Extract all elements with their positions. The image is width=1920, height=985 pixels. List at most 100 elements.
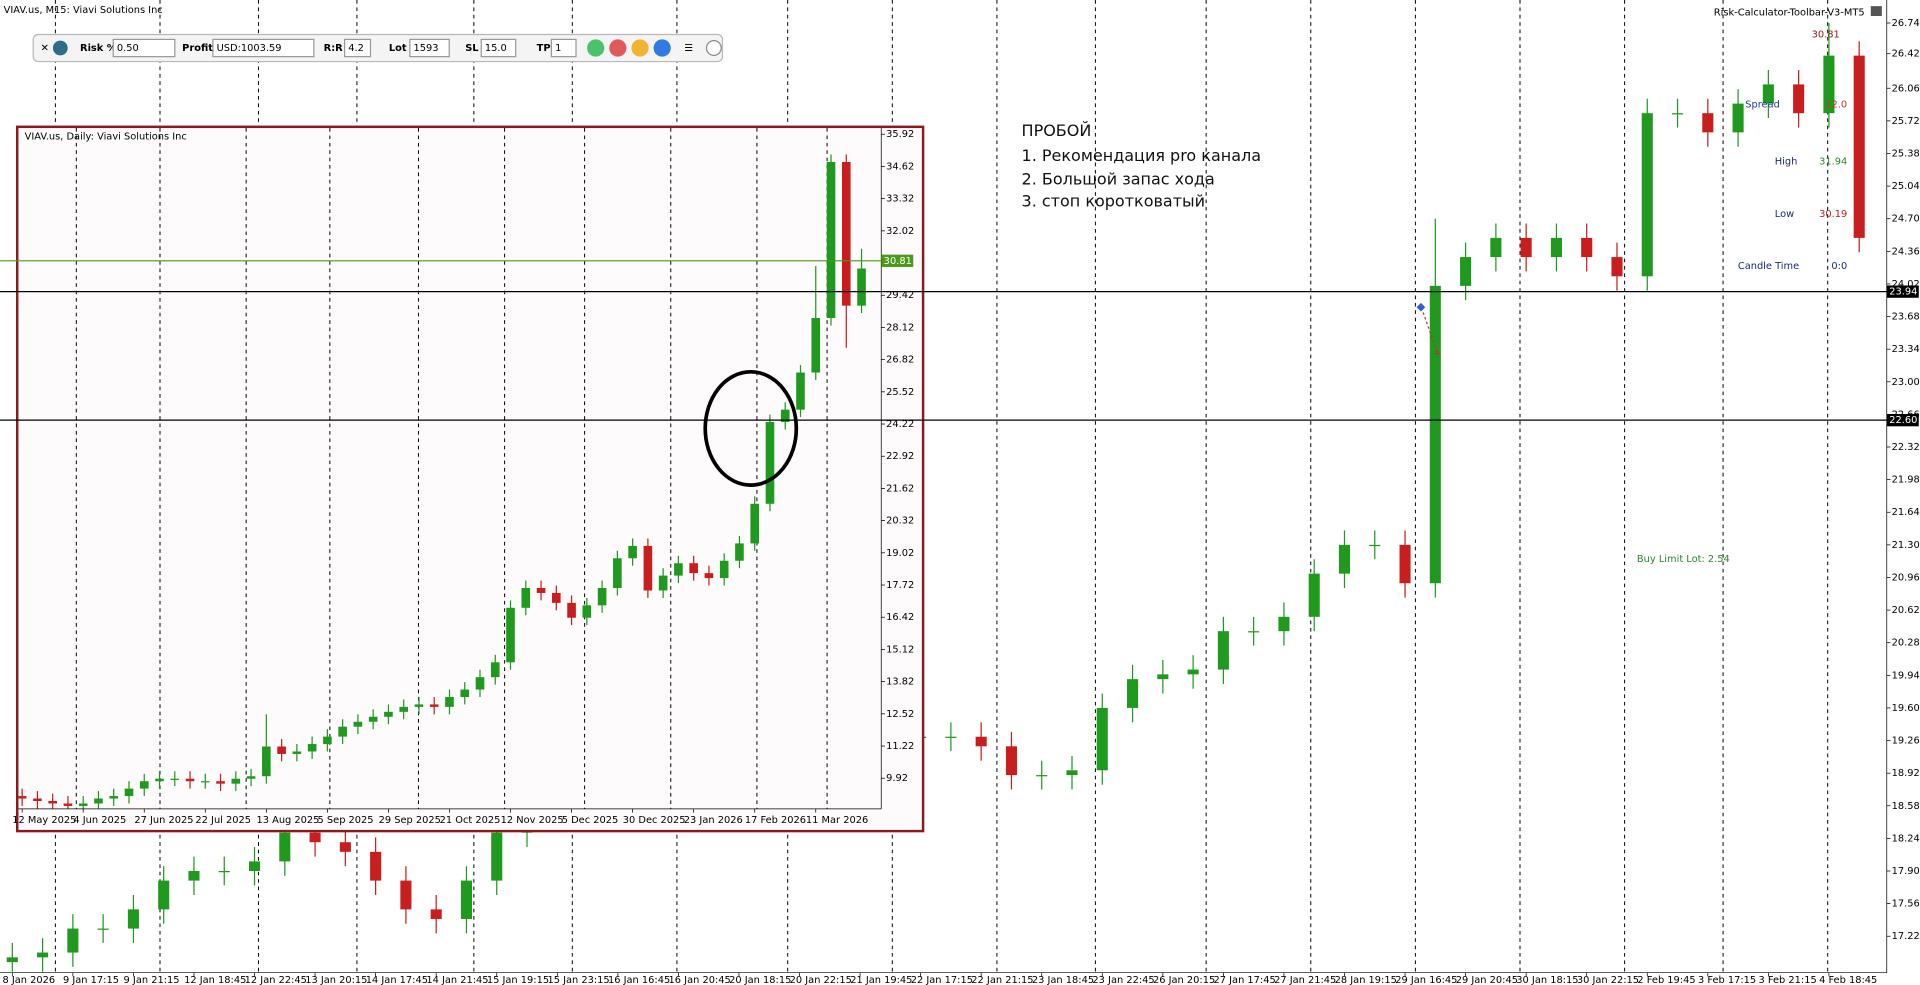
sell-button[interactable]: [609, 39, 627, 57]
candle-body: [735, 543, 744, 561]
candle-body: [400, 880, 412, 910]
close-button[interactable]: ✕: [41, 43, 49, 54]
lot-input[interactable]: [409, 38, 450, 58]
menu-button[interactable]: ☰: [684, 43, 693, 54]
y-tick-label: 15.12: [886, 644, 914, 655]
x-tick-label: 14 Jan 17:45: [366, 975, 428, 985]
y-tick-label: 24.36: [1892, 246, 1920, 257]
candle-body: [445, 696, 454, 707]
y-tick-label: 9.92: [886, 773, 908, 784]
highlight-circle: [703, 369, 799, 487]
y-tick-label: 26.74: [1892, 18, 1920, 29]
tp-label: TP: [537, 43, 551, 54]
candle-body: [1460, 257, 1472, 286]
rr-input[interactable]: [344, 38, 372, 58]
y-tick-label: 13.82: [886, 677, 914, 688]
candle-body: [1611, 257, 1623, 277]
price-level-label: 22.60: [1889, 415, 1917, 426]
candle-body: [613, 558, 622, 588]
overlay: ✕ Risk % 0.50 Profit USD:1003.59 R:R 4.2…: [32, 6, 1882, 565]
chart-title: VIAV.us, M15: Viavi Solutions Inc: [4, 5, 163, 16]
x-tick-label: 21 Oct 2025: [440, 815, 501, 826]
candle-body: [628, 545, 637, 559]
x-tick-label: 12 May 2025: [12, 815, 76, 826]
buy-button[interactable]: [587, 39, 605, 57]
candle-body: [491, 832, 503, 881]
candle-body: [704, 573, 714, 579]
candle-body: [719, 560, 729, 579]
profit-input[interactable]: [212, 38, 315, 58]
candle-body: [1550, 237, 1562, 258]
candle-body: [582, 605, 592, 618]
logo: [52, 40, 68, 56]
candle-body: [279, 832, 291, 862]
y-tick-label: 34.62: [886, 161, 914, 172]
candle-body: [78, 803, 88, 806]
x-tick-label: 5 Sep 2025: [318, 815, 374, 826]
candle-body: [1823, 55, 1835, 114]
x-tick-label: 12 Jan 22:45: [245, 975, 307, 985]
candle-body: [414, 704, 424, 707]
low-value: 30.19: [1819, 209, 1847, 220]
candle-body: [1248, 631, 1260, 633]
candle-body: [506, 607, 515, 663]
candle-body: [1762, 84, 1774, 104]
candle-body: [1187, 669, 1199, 675]
candle-body: [536, 587, 546, 593]
candle-body: [1520, 237, 1532, 258]
y-tick-label: 33.32: [886, 194, 914, 205]
candle-body: [185, 778, 195, 782]
candle-body: [1641, 113, 1653, 277]
current-price: 30.81: [1812, 29, 1840, 40]
y-tick-label: 21.30: [1892, 540, 1920, 551]
candle-body: [521, 587, 531, 608]
x-tick-label: 16 Jan 20:45: [669, 975, 731, 985]
x-tick-label: 21 Jan 19:45: [850, 975, 912, 985]
y-tick-label: 35.92: [886, 129, 914, 140]
sl-input[interactable]: [480, 38, 517, 58]
enter-button[interactable]: [653, 39, 671, 57]
pending-button[interactable]: [631, 39, 649, 57]
candle-body: [94, 798, 103, 804]
rr-label: R:R: [324, 43, 343, 54]
y-tick-label: 29.42: [886, 290, 914, 301]
y-tick-label: 20.96: [1892, 572, 1920, 583]
candle-body: [552, 592, 561, 603]
candle-body: [857, 268, 866, 306]
y-tick-label: 20.32: [886, 516, 914, 527]
x-tick-label: 11 Mar 2026: [806, 815, 868, 826]
y-tick-label: 32.02: [886, 226, 914, 237]
high-label: High: [1775, 156, 1798, 167]
candle-body: [1672, 113, 1684, 115]
y-tick-label: 25.38: [1892, 148, 1920, 159]
exit-marker: +: [1433, 348, 1441, 359]
trade-link: [1420, 307, 1439, 354]
candle-body: [1399, 544, 1411, 584]
candle-body: [124, 788, 134, 797]
candle-body: [368, 716, 378, 722]
price-level-tag: [881, 254, 914, 267]
y-tick-label: 17.56: [1892, 899, 1920, 910]
candle-body: [170, 778, 180, 780]
collapse-button[interactable]: [705, 40, 722, 57]
candle-body: [1278, 616, 1290, 632]
candle-time-value: 0:0: [1831, 261, 1847, 272]
candle-body: [780, 409, 790, 423]
y-tick-label: 25.04: [1892, 181, 1920, 192]
x-tick-label: 29 Jan 20:45: [1456, 975, 1518, 985]
lot-label: Lot: [389, 43, 407, 54]
candle-body: [353, 721, 363, 727]
price-level-label: 30.81: [884, 256, 912, 267]
y-tick-label: 20.28: [1892, 638, 1920, 649]
candle-body: [765, 422, 775, 504]
candle-body: [139, 781, 149, 789]
profit-label: Profit: [182, 43, 213, 54]
candle-body: [109, 796, 119, 799]
spread-label: Spread: [1745, 100, 1780, 111]
candle-body: [127, 909, 139, 929]
tp-select[interactable]: [550, 38, 577, 58]
x-tick-label: 27 Jan 17:45: [1214, 975, 1276, 985]
risk-input[interactable]: [112, 38, 176, 58]
y-tick-label: 22.92: [886, 451, 914, 462]
